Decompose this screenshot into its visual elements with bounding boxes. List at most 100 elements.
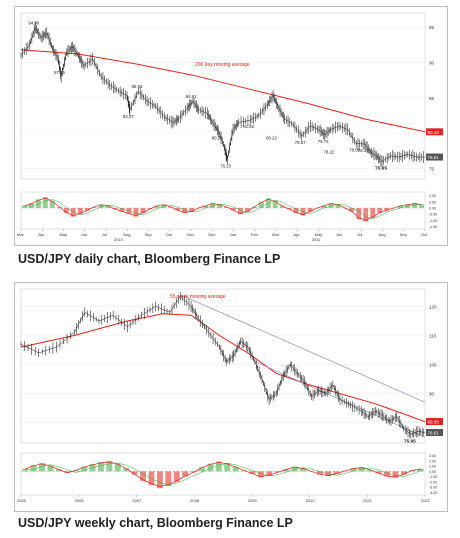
- last-price-tag: [426, 418, 443, 426]
- oscillator-bar: [328, 203, 334, 209]
- oscillator-bar: [29, 203, 34, 209]
- oscillator-tick-label: -3.00: [429, 486, 437, 490]
- last-price-tag-label: 80.18: [428, 130, 440, 135]
- last-price-tag-label: 76.61: [428, 431, 440, 436]
- daily-chart-caption: USD/JPY daily chart, Bloomberg Finance L…: [18, 252, 281, 266]
- price-line: [20, 26, 426, 163]
- oscillator-bar: [224, 206, 229, 209]
- oscillator-bar: [283, 469, 290, 472]
- price-label: 80.22: [266, 136, 277, 141]
- weekly-chart-caption: USD/JPY weekly chart, Bloomberg Finance …: [18, 516, 293, 530]
- oscillator-bar: [147, 208, 153, 210]
- oscillator-bar: [363, 208, 369, 222]
- oscillator-bar: [291, 466, 298, 472]
- oscillator-bar: [272, 200, 278, 209]
- moving-average-line: [20, 313, 426, 423]
- oscillator-bar: [64, 471, 71, 473]
- oscillator-bar: [55, 469, 62, 472]
- price-label: 76.23: [220, 164, 231, 169]
- oscillator-bar: [140, 471, 146, 481]
- oscillator-bar: [154, 205, 160, 209]
- price-label: 94.98: [28, 20, 39, 25]
- oscillator-bar: [370, 208, 376, 218]
- oscillator-bar: [77, 208, 83, 215]
- oscillator-bar: [133, 208, 139, 217]
- price-plot-frame: [20, 12, 426, 180]
- oscillator-tick-label: 3.00: [429, 454, 436, 458]
- price-label: 81.82: [243, 124, 254, 129]
- oscillator-bar: [293, 208, 299, 213]
- price-label: 78.45: [358, 148, 369, 153]
- oscillator-bar: [22, 468, 29, 472]
- oscillator-bar: [367, 469, 374, 472]
- oscillator-bar: [173, 471, 180, 482]
- oscillator-bar: [56, 206, 62, 209]
- oscillator-tick-label: -1.50: [429, 225, 437, 229]
- price-label: 84.51: [186, 94, 197, 99]
- oscillator-bar: [182, 208, 188, 213]
- oscillator-bar: [210, 203, 215, 209]
- x-tick-label: Feb: [251, 232, 259, 237]
- moving-average-annotation: 55 week moving average: [170, 294, 226, 300]
- oscillator-bar: [98, 461, 104, 472]
- oscillator-bar: [251, 206, 257, 209]
- oscillator-signal-line: [25, 461, 421, 487]
- y-tick-label: 110: [429, 333, 437, 338]
- price-label: 75.95: [375, 166, 387, 172]
- oscillator-bar: [419, 204, 424, 209]
- oscillator-bar: [168, 206, 174, 209]
- x-tick-label: 2006: [75, 498, 85, 503]
- oscillator-bar: [377, 208, 383, 213]
- oscillator-tick-label: -1.00: [429, 475, 437, 479]
- oscillator-bar: [307, 208, 313, 212]
- price-label: 78.22: [323, 150, 334, 155]
- oscillator-bar: [384, 471, 391, 477]
- oscillator-bar: [131, 471, 138, 475]
- oscillator-bar: [203, 205, 209, 209]
- price-label: 79.76: [318, 139, 329, 144]
- x-tick-label: May: [315, 232, 323, 237]
- price-label: 87.95: [54, 70, 65, 75]
- moving-average-annotation: 200 day moving average: [195, 62, 250, 68]
- oscillator-bar: [81, 466, 88, 472]
- oscillator-bar: [22, 205, 27, 209]
- x-tick-label: Aug: [378, 232, 385, 237]
- oscillator-tick-label: 2.00: [429, 459, 436, 463]
- x-tick-label: Jun: [81, 232, 87, 237]
- oscillator-bar: [182, 471, 189, 477]
- oscillator-tick-label: 0.00: [429, 207, 436, 211]
- x-tick-label: Oct: [166, 232, 173, 237]
- price-label: 83.27: [123, 114, 134, 119]
- x-tick-label: Sep: [145, 232, 153, 237]
- oscillator-bar: [266, 471, 273, 476]
- last-price-tag: [426, 429, 443, 437]
- year-label: 2010: [114, 237, 124, 242]
- moving-average-line: [20, 49, 426, 133]
- oscillator-bar: [409, 470, 416, 472]
- oscillator-bar: [199, 467, 205, 472]
- price-label: 85.93: [131, 84, 142, 89]
- oscillator-bar: [148, 471, 155, 486]
- oscillator-bar: [30, 465, 37, 472]
- oscillator-bar: [244, 208, 250, 212]
- daily-chart: 959085807594.9887.9585.9384.5183.2781.82…: [17, 12, 443, 242]
- x-tick-label: 2005: [17, 498, 27, 503]
- oscillator-bar: [140, 208, 146, 213]
- oscillator-bar: [175, 208, 181, 211]
- x-tick-label: 2008: [190, 498, 200, 503]
- x-tick-label: 2007: [132, 498, 142, 503]
- x-tick-label: Aug: [123, 232, 130, 237]
- oscillator-tick-label: -1.00: [429, 219, 437, 223]
- oscillator-bar: [105, 205, 111, 209]
- y-tick-label: 90: [429, 60, 435, 65]
- last-price-tag-label: 80.38: [428, 420, 440, 425]
- oscillator-bar: [119, 208, 125, 212]
- price-label: 79.57: [295, 140, 306, 145]
- y-tick-label: 85: [429, 96, 435, 101]
- oscillator-bar: [112, 208, 118, 210]
- y-tick-label: 100: [429, 363, 437, 368]
- oscillator-bar: [84, 208, 90, 211]
- x-tick-label: Apr: [38, 232, 45, 237]
- last-price-tag: [426, 128, 443, 136]
